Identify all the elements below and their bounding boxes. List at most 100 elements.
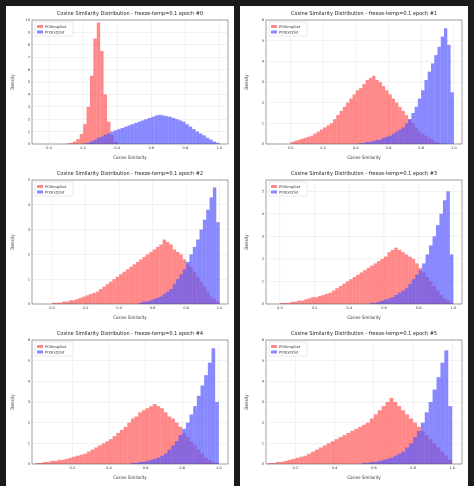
postxt2txt-bar — [106, 133, 111, 144]
x-axis-label: Cosine Similarity — [113, 475, 147, 480]
postxt2txt-bar — [142, 301, 146, 304]
posimg2txt-bar — [125, 269, 130, 304]
posimg2txt-bar — [372, 75, 376, 144]
posimg2txt-bar — [342, 283, 346, 304]
postxt2txt-bar — [440, 362, 445, 464]
postxt2txt-bar — [178, 120, 182, 144]
posimg2txt-bar — [356, 274, 360, 304]
postxt2txt-bar — [100, 136, 104, 144]
postxt2txt-bar — [110, 131, 114, 144]
y-tick-label: 0 — [262, 302, 265, 306]
postxt2txt-bar — [113, 130, 118, 144]
postxt2txt-bar — [385, 458, 390, 464]
y-tick-label: 2 — [262, 257, 264, 261]
posimg2txt-bar — [401, 252, 405, 304]
postxt2txt-bar — [393, 455, 398, 464]
posimg2txt-bar — [373, 414, 378, 464]
y-tick-label: 1 — [28, 277, 30, 281]
posimg2txt-bar — [409, 418, 413, 464]
y-tick-label: 3 — [28, 105, 30, 109]
posimg2txt-bar — [102, 286, 106, 304]
posimg2txt-bar — [57, 459, 62, 464]
posimg2txt-bar — [78, 297, 83, 304]
postxt2txt-bar — [362, 142, 366, 144]
postxt2txt-bar — [196, 239, 200, 304]
posimg2txt-bar — [326, 443, 331, 464]
posimg2txt-bar — [349, 279, 353, 304]
posimg2txt-bar — [345, 281, 350, 304]
postxt2txt-bar — [432, 236, 436, 304]
legend-swatch — [37, 30, 43, 34]
posimg2txt-bar — [127, 422, 131, 464]
posimg2txt-bar — [138, 412, 142, 464]
y-tick-label: 10 — [25, 18, 30, 22]
postxt2txt-bar — [404, 288, 409, 304]
postxt2txt-bar — [380, 300, 384, 304]
x-tick-label: 0.6 — [386, 146, 392, 150]
y-tick-label: 1 — [262, 122, 264, 126]
posimg2txt-bar — [297, 300, 301, 304]
postxt2txt-bar — [130, 124, 135, 144]
postxt2txt-bar — [418, 270, 423, 304]
posimg2txt-bar — [318, 296, 322, 304]
plot-frame — [265, 19, 463, 145]
posimg2txt-bar — [115, 276, 120, 304]
legend-swatch — [271, 25, 277, 28]
y-tick-label: 4 — [262, 212, 265, 216]
posimg2txt-bar — [363, 270, 367, 304]
chart-title: Cosine Similarity Distribution - freeze-… — [57, 171, 203, 177]
y-axis-label: Density — [244, 234, 249, 250]
postxt2txt-bar — [383, 299, 388, 304]
x-tick-label: 0.0 — [288, 146, 294, 150]
postxt2txt-bar — [372, 140, 376, 144]
x-tick-label: 0.8 — [416, 306, 422, 310]
postxt2txt-bar — [439, 213, 443, 304]
posimg2txt-bar — [350, 430, 355, 464]
legend-label: POStxt2txt — [45, 30, 65, 34]
postxt2txt-bar — [145, 460, 150, 464]
postxt2txt-bar — [141, 120, 145, 144]
posimg2txt-bar — [370, 265, 374, 304]
postxt2txt-bar — [171, 445, 175, 464]
postxt2txt-bar — [381, 459, 386, 464]
postxt2txt-bar — [415, 274, 419, 304]
posimg2txt-bar — [99, 289, 103, 304]
chart-title: Cosine Similarity Distribution - freeze-… — [57, 331, 203, 337]
posimg2txt-bar — [162, 239, 167, 304]
postxt2txt-bar — [199, 229, 203, 304]
y-tick-label: 6 — [28, 68, 31, 72]
y-tick-label: 5 — [262, 359, 264, 363]
posimg2txt-bar — [97, 445, 102, 464]
legend-label: POStxt2txt — [279, 350, 299, 354]
posimg2txt-bar — [291, 458, 296, 464]
posimg2txt-bar — [53, 460, 58, 464]
posimg2txt-bar — [119, 274, 123, 304]
x-tick-label: 1.0 — [216, 466, 222, 470]
legend-swatch — [37, 345, 43, 348]
postxt2txt-bar — [373, 302, 378, 304]
x-tick-label: 1.0 — [451, 146, 457, 150]
postxt2txt-bar — [149, 300, 153, 304]
postxt2txt-bar — [401, 127, 405, 144]
postxt2txt-bar — [96, 137, 101, 144]
y-axis-label: Density — [10, 234, 15, 250]
postxt2txt-bar — [215, 402, 219, 464]
chart-svg-2: Cosine Similarity Distribution - freeze-… — [10, 171, 229, 320]
postxt2txt-bar — [209, 139, 213, 144]
posimg2txt-bar — [322, 445, 327, 464]
postxt2txt-bar — [430, 63, 435, 144]
x-tick-label: 0.6 — [148, 146, 154, 150]
postxt2txt-bar — [428, 402, 433, 464]
y-axis-label: Density — [244, 74, 249, 90]
chart-svg-0: Cosine Similarity Distribution - freeze-… — [10, 11, 229, 160]
posimg2txt-bar — [385, 90, 389, 144]
posimg2txt-bar — [355, 90, 360, 144]
posimg2txt-bar — [365, 422, 370, 464]
posimg2txt-bar — [311, 297, 315, 304]
postxt2txt-bar — [212, 187, 217, 304]
postxt2txt-bar — [377, 460, 382, 464]
posimg2txt-bar — [159, 244, 163, 304]
